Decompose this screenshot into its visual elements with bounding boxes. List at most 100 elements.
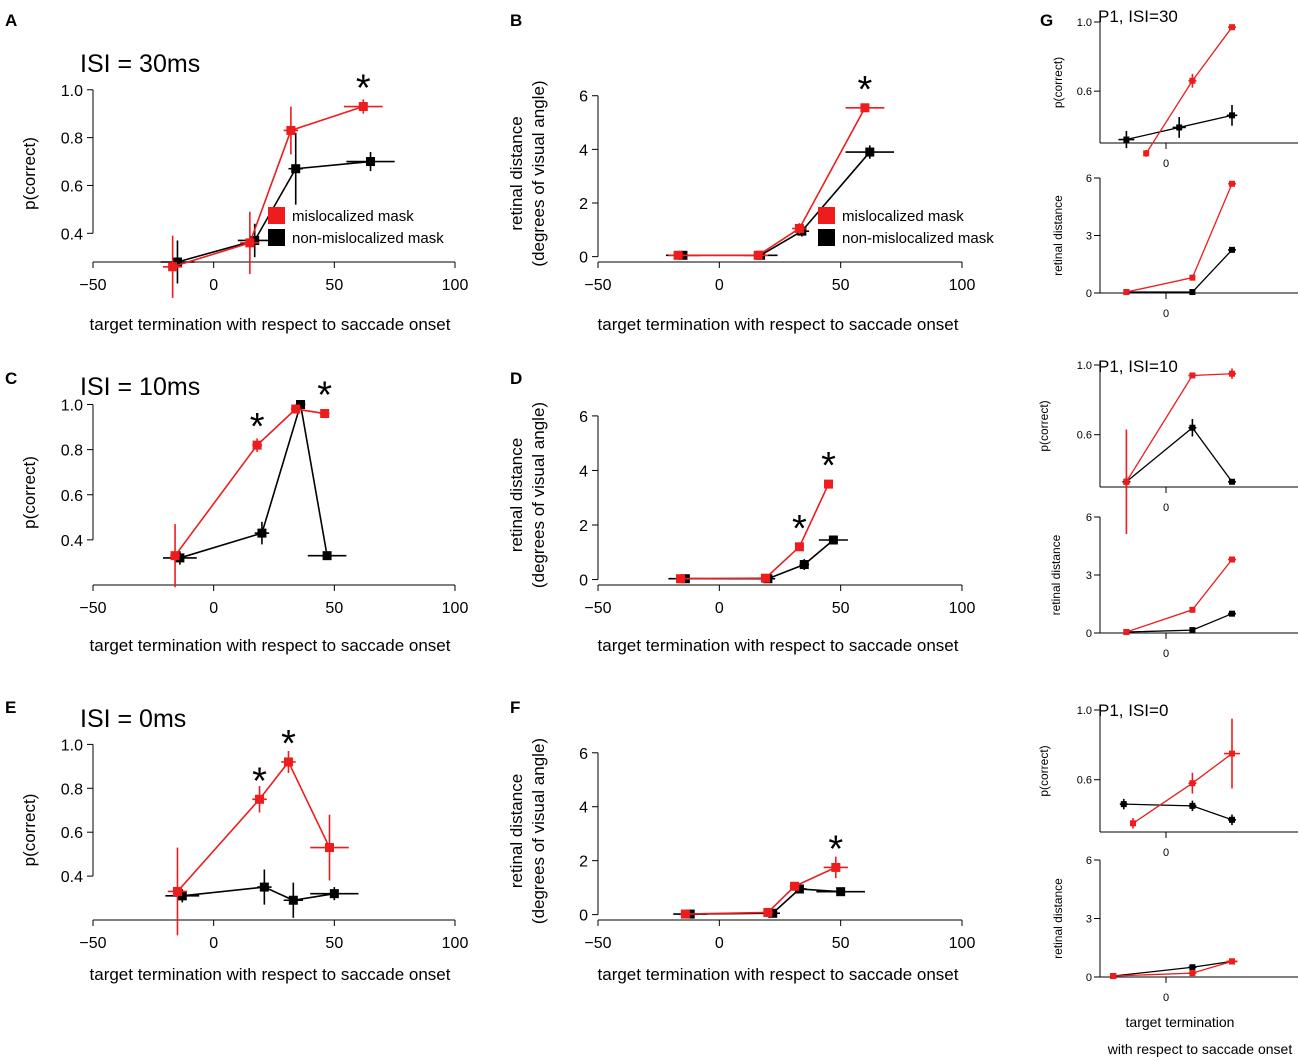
data-point bbox=[257, 528, 267, 538]
series-line bbox=[1132, 753, 1233, 824]
y-tick-label: 6 bbox=[1086, 173, 1092, 185]
y-axis-label: retinal distance bbox=[507, 116, 526, 230]
data-point bbox=[1189, 77, 1196, 84]
y-tick-label: 4 bbox=[579, 800, 588, 817]
data-point bbox=[794, 542, 804, 552]
data-point bbox=[1189, 606, 1196, 613]
x-tick-label: −50 bbox=[79, 935, 106, 952]
y-axis-label: p(correct) bbox=[20, 137, 39, 210]
data-point bbox=[175, 553, 185, 563]
data-point bbox=[763, 907, 773, 917]
y-tick-label: 3 bbox=[1086, 570, 1092, 582]
data-point bbox=[768, 908, 778, 918]
y-tick-label: 0.4 bbox=[61, 869, 83, 886]
data-point bbox=[1229, 556, 1235, 563]
data-point bbox=[172, 257, 182, 267]
y-axis-label: retinal distance bbox=[1051, 195, 1065, 276]
x-tick-label: 0 bbox=[715, 277, 724, 294]
legend-swatch bbox=[268, 229, 285, 246]
data-point bbox=[322, 551, 332, 561]
data-point bbox=[168, 262, 178, 272]
data-point bbox=[753, 250, 763, 260]
data-point bbox=[799, 560, 809, 570]
x-tick-label: 100 bbox=[442, 935, 469, 952]
legend-label: mislocalized mask bbox=[842, 208, 964, 225]
x-tick-label: 0 bbox=[209, 935, 218, 952]
data-point bbox=[325, 843, 335, 853]
y-tick-label: 3 bbox=[1086, 231, 1092, 243]
data-point bbox=[296, 400, 306, 410]
y-tick-label: 2 bbox=[579, 518, 588, 535]
y-tick-label: 1.0 bbox=[1077, 360, 1092, 372]
data-point bbox=[1189, 274, 1196, 281]
series-line bbox=[182, 886, 335, 902]
data-point bbox=[366, 157, 376, 167]
significance-star: * bbox=[828, 828, 843, 870]
significance-star: * bbox=[858, 69, 873, 111]
y-tick-label: 0 bbox=[1086, 972, 1092, 984]
significance-star: * bbox=[250, 406, 265, 448]
series-line bbox=[1126, 183, 1233, 293]
y-tick-label: 6 bbox=[579, 746, 588, 763]
series-line bbox=[1126, 613, 1233, 633]
x-axis-label: target termination with respect to sacca… bbox=[598, 965, 959, 984]
legend-label: mislocalized mask bbox=[292, 208, 414, 225]
data-point bbox=[1189, 627, 1196, 634]
series-line bbox=[685, 866, 837, 915]
x-tick-label: 0 bbox=[1163, 308, 1169, 320]
y-tick-label: 0.6 bbox=[61, 178, 83, 195]
data-point bbox=[1229, 246, 1235, 253]
x-tick-label: −50 bbox=[584, 277, 611, 294]
panel-d: D −50 0 50 100 0 2 4 6 target termination with re… bbox=[507, 369, 975, 655]
series-line bbox=[685, 539, 834, 580]
x-tick-label: 100 bbox=[442, 600, 469, 617]
y-tick-label: 1.0 bbox=[61, 398, 83, 415]
y-axis-label: p(correct) bbox=[1051, 57, 1065, 108]
panel-g4: 0 0 3 6 retinal distance bbox=[1049, 512, 1298, 660]
panel-g1: G P1, ISI=30 0 0.6 1.0 p(correct) bbox=[1040, 7, 1298, 170]
data-point bbox=[172, 886, 182, 896]
series-line bbox=[177, 160, 371, 263]
data-point bbox=[1189, 964, 1196, 971]
panel-title: P1, ISI=10 bbox=[1098, 357, 1178, 376]
panel-letter: E bbox=[5, 698, 16, 717]
y-axis-label: p(correct) bbox=[20, 456, 39, 529]
data-point bbox=[1123, 478, 1130, 485]
y-tick-label: 0.8 bbox=[61, 443, 83, 460]
series-line bbox=[1125, 373, 1233, 483]
y-axis-label: (degrees of visual angle) bbox=[529, 80, 548, 266]
series-non-mislocalized bbox=[1118, 104, 1238, 149]
data-point bbox=[250, 235, 260, 245]
y-tick-label: 1.0 bbox=[61, 83, 83, 100]
x-axis-label: target termination with respect to sacca… bbox=[90, 965, 451, 984]
legend-label: non-mislocalized mask bbox=[292, 230, 444, 247]
data-point bbox=[1229, 478, 1235, 485]
x-tick-label: 0 bbox=[1163, 648, 1169, 660]
y-tick-label: 1.0 bbox=[1077, 17, 1092, 29]
x-tick-label: 100 bbox=[442, 277, 469, 294]
data-point bbox=[828, 535, 838, 545]
y-tick-label: 3 bbox=[1086, 914, 1092, 926]
data-point bbox=[177, 891, 187, 901]
series-non-mislocalized bbox=[1119, 798, 1236, 826]
y-tick-label: 0.8 bbox=[61, 781, 83, 798]
panel-letter: G bbox=[1040, 11, 1053, 30]
data-point bbox=[1120, 801, 1127, 808]
panel-letter: B bbox=[510, 11, 522, 30]
significance-star: * bbox=[281, 723, 296, 765]
panel-b: B −50 0 50 100 0 2 4 6 target termination with re… bbox=[507, 11, 994, 334]
x-tick-label: 100 bbox=[949, 935, 976, 952]
legend: mislocalized mask non-mislocalized mask bbox=[268, 207, 444, 247]
y-tick-label: 1.0 bbox=[1077, 705, 1092, 717]
data-point bbox=[320, 409, 330, 419]
data-point bbox=[860, 103, 870, 113]
data-point bbox=[1189, 289, 1196, 296]
series-mislocalized bbox=[1130, 718, 1240, 829]
series-line bbox=[1126, 249, 1233, 293]
y-tick-label: 0.4 bbox=[61, 533, 83, 550]
y-axis-label: (degrees of visual angle) bbox=[529, 402, 548, 588]
series-line bbox=[1126, 559, 1233, 633]
y-tick-label: 0 bbox=[1086, 288, 1092, 300]
data-point bbox=[1110, 973, 1117, 980]
